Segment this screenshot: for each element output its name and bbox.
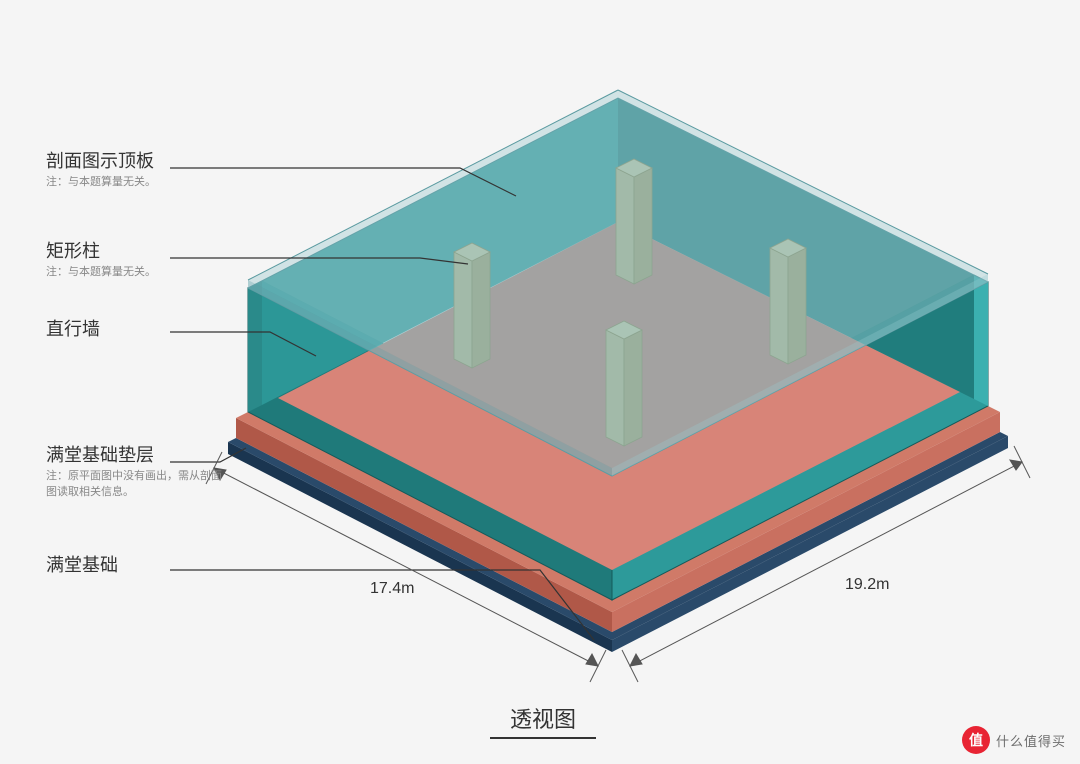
label-column: 矩形柱 注：与本题算量无关。 [46, 240, 156, 281]
watermark-text: 什么值得买 [996, 731, 1066, 750]
label-wall-title: 直行墙 [46, 318, 100, 341]
figure-title: 透视图 [490, 702, 596, 739]
iso-drawing [0, 0, 1080, 764]
dim-depth: 19.2m [845, 576, 889, 594]
label-wall: 直行墙 [46, 318, 100, 341]
diagram-canvas: 剖面图示顶板 注：与本题算量无关。 矩形柱 注：与本题算量无关。 直行墙 满堂基… [0, 0, 1080, 764]
label-raft: 满堂基础 [46, 554, 118, 577]
watermark-badge: 值 [962, 726, 990, 754]
label-top-slab-note: 注：与本题算量无关。 [46, 175, 156, 190]
label-top-slab: 剖面图示顶板 注：与本题算量无关。 [46, 150, 156, 191]
label-cushion-note: 注：原平面图中没有画出，需从剖面图读取相关信息。 [46, 469, 226, 500]
label-cushion: 满堂基础垫层 注：原平面图中没有画出，需从剖面图读取相关信息。 [46, 444, 226, 500]
label-column-note: 注：与本题算量无关。 [46, 265, 156, 280]
label-cushion-title: 满堂基础垫层 [46, 444, 226, 467]
dim-width: 17.4m [370, 580, 414, 598]
watermark: 值 什么值得买 [962, 726, 1066, 754]
label-top-slab-title: 剖面图示顶板 [46, 150, 156, 173]
label-raft-title: 满堂基础 [46, 554, 118, 577]
label-column-title: 矩形柱 [46, 240, 156, 263]
